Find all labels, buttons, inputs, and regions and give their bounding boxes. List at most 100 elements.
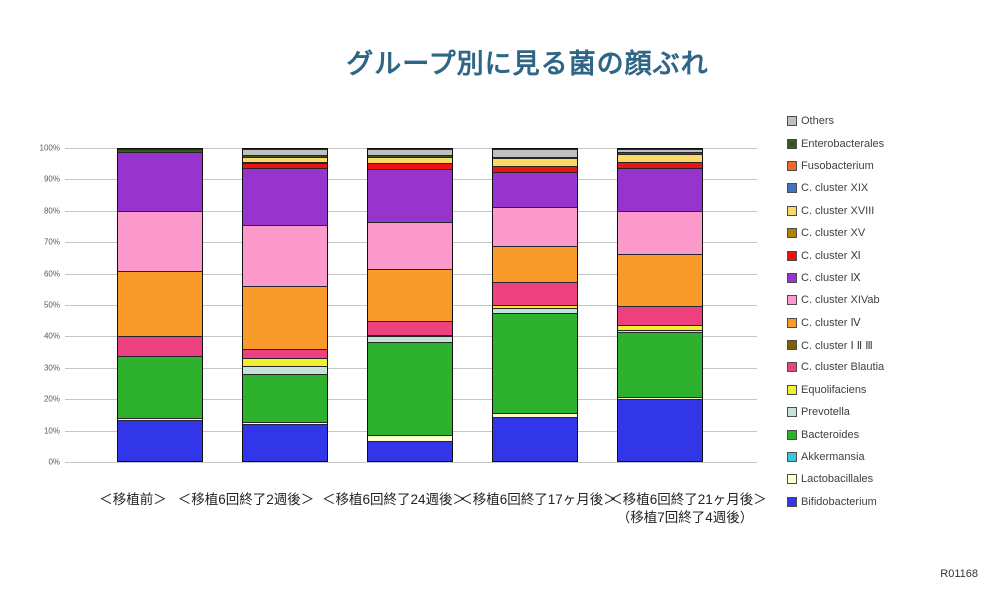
bar-segment-equolifaciens [493,305,577,309]
x-category-label: ＜移植6回終了2週後＞ [177,492,315,507]
bar-segment-prevotella [618,329,702,333]
bar-segment-equolifaciens [618,325,702,330]
legend-swatch-icon [787,160,797,171]
legend-label: Bifidobacterium [801,495,877,508]
bar-group [117,148,203,462]
legend-label: C. cluster XVIII [801,204,875,217]
bar-segment-bifidobacterium [618,398,702,461]
bar-segment-prevotella [243,366,327,374]
bar-segment-bacteroides [368,342,452,435]
bar-segment-c-cluster-xivab [368,222,452,270]
legend-item: C. cluster Ⅺ [787,244,884,266]
bar-segment-c-cluster-ⅳ [493,245,577,282]
bar-segment-c-cluster-xviii [368,156,452,164]
legend-item: C. cluster Blautia [787,356,884,378]
bar-group [617,148,703,462]
bar-segment-equolifaciens [243,358,327,367]
legend-item: Bacteroides [787,423,884,445]
x-category-note: （移植7回終了4週後） [616,510,754,525]
bar-segment-others [493,149,577,158]
footnote-id: R01168 [940,568,978,580]
bar-segment-c-cluster-blautia [493,281,577,306]
legend-swatch-icon [787,228,797,239]
legend-swatch-icon [787,452,797,463]
bar-segment-c-cluster-blautia [243,348,327,359]
bar-segment-c-cluster-ⅸ [368,169,452,223]
bar-segment-bacteroides [493,313,577,414]
x-category-label: ＜移植6回終了21ヶ月後＞ [609,492,767,507]
y-tick-label: 80% [43,206,60,216]
legend-swatch-icon [787,183,797,194]
legend-item: Bifidobacterium [787,491,884,513]
bar-segment-lactobacillales [618,396,702,399]
legend-swatch-icon [787,317,797,328]
legend-item: C. cluster Ⅸ [787,267,884,289]
bar-segment-c-cluster-xivab [618,210,702,255]
y-tick-label: 70% [43,237,60,247]
bar-segment-lactobacillales [493,413,577,418]
bar-segment-c-cluster-ⅸ [493,172,577,207]
bar-segment-c-cluster-xivab [243,224,327,287]
bar-segment-c-cluster-xivab [493,206,577,246]
legend-label: Akkermansia [801,451,865,464]
y-tick-label: 10% [43,426,60,436]
y-tick-label: 100% [39,143,60,153]
bar-segment-enterobacterales [368,154,452,157]
plot-area: 100% 90% 80% 70% 60% 50% 40% 30% 20% 10% 0% [40,144,757,467]
legend-label: C. cluster Blautia [801,361,885,374]
bar-segment-c-cluster-ⅳ [243,286,327,349]
legend-label: C. cluster Ⅺ [801,250,861,263]
bar-segment-prevotella [493,308,577,314]
bar-segment-bacteroides [618,332,702,397]
legend-label: Fusobacterium [801,159,874,172]
bar-segment-c-cluster-blautia [118,336,202,356]
legend-swatch-icon [787,272,797,283]
bar-segment-c-cluster-ⅺ [618,162,702,169]
bar-segment-c-cluster-ⅸ [243,167,327,225]
x-category-label: ＜移植6回終了17ヶ月後＞ [459,492,617,507]
legend-item: Akkermansia [787,446,884,468]
legend-label: Others [801,115,835,128]
x-category-label: ＜移植前＞ [99,492,167,507]
bar-segment-prevotella [368,336,452,343]
bar-segment-c-cluster-ⅺ [368,163,452,170]
legend-label: Equolifaciens [801,383,867,396]
legend-label: C. cluster Ⅸ [801,272,861,285]
x-category-label: ＜移植6回終了24週後＞ [321,492,467,507]
legend-swatch-icon [787,205,797,216]
bar-group [242,148,328,462]
legend-swatch-icon [787,250,797,261]
legend-label: Lactobacillales [801,473,874,486]
legend-label: C. cluster XIVab [801,294,880,307]
legend-item: C. cluster Ⅳ [787,312,884,334]
bar-segment-lactobacillales [118,418,202,421]
gridline [65,462,757,463]
legend-swatch-icon [787,407,797,418]
legend-swatch-icon [787,340,797,351]
legend-item: Equolifaciens [787,379,884,401]
legend-label: C. cluster Ⅳ [801,317,861,330]
bar-segment-bacteroides [243,373,327,423]
bar-segment-c-cluster-blautia [618,305,702,326]
bar-segment-c-cluster-xviii [243,156,327,162]
bar-segment-c-cluster-ⅳ [618,254,702,306]
bar-segment-c-cluster-blautia [368,320,452,335]
legend-swatch-icon [787,496,797,507]
legend-label: C. cluster XIX [801,182,869,195]
legend-item: Enterobacterales [787,132,884,154]
legend-item: Prevotella [787,401,884,423]
legend-item: C. cluster Ⅰ Ⅱ Ⅲ [787,334,884,356]
bar-segment-c-cluster-xviii [618,154,702,163]
bar-segment-bifidobacterium [243,423,327,461]
legend-item: C. cluster XVIII [787,200,884,222]
bar-segment-c-cluster-ⅸ [618,168,702,211]
bar-segment-c-cluster-ⅸ [118,152,202,212]
bar-group [367,148,453,462]
bar-segment-enterobacterales [493,157,577,159]
bar-segment-enterobacterales [243,155,327,157]
legend-swatch-icon [787,295,797,306]
bar-segment-equolifaciens [368,334,452,337]
legend-item: C. cluster XIX [787,177,884,199]
legend-label: C. cluster Ⅰ Ⅱ Ⅲ [801,339,873,352]
